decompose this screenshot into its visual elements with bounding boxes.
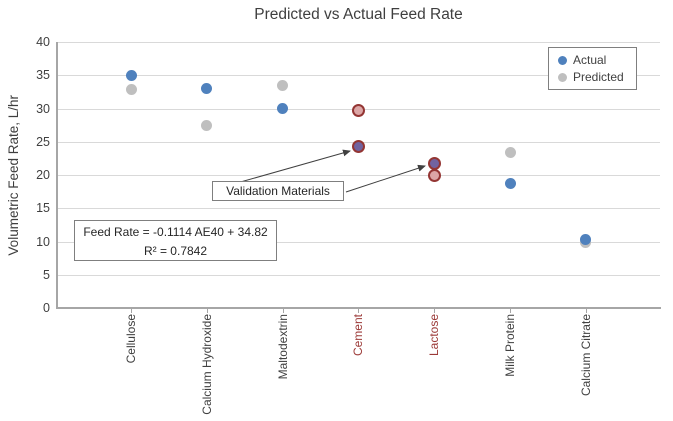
legend-item-actual: Actual [558, 53, 636, 67]
legend-marker-predicted [558, 72, 567, 82]
y-tick-label-20: 20 [36, 168, 50, 182]
equation-line-1: Feed Rate = -0.1114 AE40 + 34.82 [83, 225, 268, 239]
data-point-predicted-lactose [427, 168, 441, 182]
legend-item-predicted: Predicted [558, 70, 636, 84]
x-tickmark-cellulose [131, 309, 132, 313]
chart-title: Predicted vs Actual Feed Rate [254, 6, 463, 23]
arrow-to-lactose-point [345, 164, 426, 193]
x-category-label-text: Calcium Hydroxide [199, 314, 214, 415]
data-point-actual-lactose [427, 157, 441, 171]
data-point-predicted-milk-protein [504, 146, 516, 158]
arrow-to-cement-point [236, 149, 351, 184]
regression-equation-box: Feed Rate = -0.1114 AE40 + 34.82 R² = 0.… [74, 220, 277, 261]
data-point-predicted-cellulose [125, 84, 137, 96]
x-tickmark-cement [358, 309, 360, 313]
x-category-label-text: Cement [351, 314, 366, 357]
legend-label-predicted: Predicted [573, 70, 624, 84]
data-point-actual-cellulose [125, 69, 137, 81]
gridline-5 [57, 274, 660, 276]
x-category-label-calcium-hydroxide: Calcium Hydroxide [200, 314, 214, 420]
x-axis-line [56, 307, 661, 309]
y-tick-label-25: 25 [36, 134, 50, 149]
data-point-actual-cement [351, 139, 365, 153]
x-category-label-text: Cellulose [124, 314, 138, 364]
legend-label-actual: Actual [573, 53, 607, 67]
x-category-label-milk-protein: Milk Protein [503, 314, 517, 382]
gridline-20 [57, 175, 660, 176]
x-category-label-cellulose: Cellulose [124, 314, 138, 368]
x-tickmark-lactose [434, 309, 436, 313]
gridline-15 [57, 208, 660, 210]
data-point-predicted-cement [351, 103, 365, 117]
gridline-10 [57, 241, 660, 243]
validation-materials-label: Validation Materials [212, 181, 344, 201]
data-point-actual-calcium-hydroxide [201, 83, 213, 95]
data-point-predicted-calcium-hydroxide [201, 119, 213, 131]
y-axis-title: Volumetric Feed Rate, L/hr [2, 42, 24, 308]
legend: Actual Predicted [548, 47, 637, 90]
x-tickmark-maltodextrin [282, 309, 284, 313]
equation-line-2: R² = 0.7842 [143, 244, 208, 258]
y-tick-label-15: 15 [36, 201, 50, 216]
x-category-label-maltodextrin: Maltodextrin [276, 314, 290, 384]
y-axis-line [56, 42, 58, 309]
x-category-label-text: Milk Protein [503, 314, 518, 377]
y-tick-label-35: 35 [36, 68, 50, 83]
x-category-label-text: Maltodextrin [275, 314, 290, 380]
x-category-label-text: Lactose [427, 314, 442, 357]
y-tick-label-5: 5 [43, 267, 50, 282]
y-tick-label-40: 40 [36, 35, 50, 49]
data-point-actual-milk-protein [504, 178, 516, 190]
data-point-predicted-maltodextrin [277, 80, 289, 92]
gridline-40 [57, 42, 660, 43]
data-point-actual-calcium-citrate [580, 234, 592, 245]
y-tick-label-0: 0 [43, 301, 50, 315]
data-point-actual-maltodextrin [277, 103, 289, 114]
y-tick-label-10: 10 [36, 234, 50, 249]
x-tickmark-calcium-citrate [585, 309, 587, 313]
gridline-35 [57, 75, 660, 77]
x-tickmark-calcium-hydroxide [206, 309, 208, 313]
y-axis-title-text: Volumetric Feed Rate, L/hr [5, 94, 21, 256]
y-tick-label-30: 30 [36, 101, 50, 116]
x-category-label-calcium-citrate: Calcium Citrate [579, 314, 593, 401]
x-category-label-lactose: Lactose [427, 314, 441, 361]
x-category-label-text: Calcium Citrate [578, 314, 593, 397]
x-tickmark-milk-protein [510, 309, 512, 313]
x-category-label-cement: Cement [351, 314, 365, 361]
legend-marker-actual [558, 55, 567, 65]
